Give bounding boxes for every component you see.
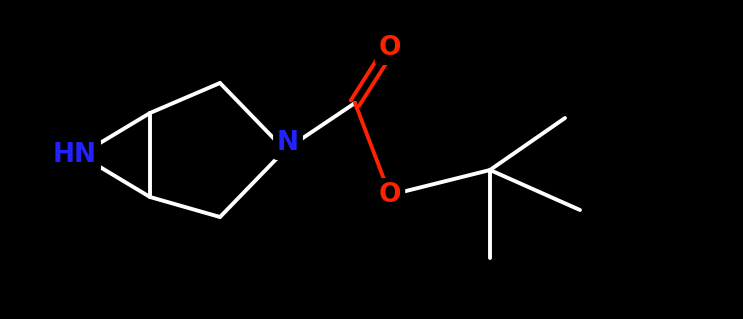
Text: HN: HN	[53, 142, 97, 168]
Text: O: O	[379, 35, 401, 61]
Text: N: N	[277, 130, 299, 156]
Text: O: O	[379, 182, 401, 208]
